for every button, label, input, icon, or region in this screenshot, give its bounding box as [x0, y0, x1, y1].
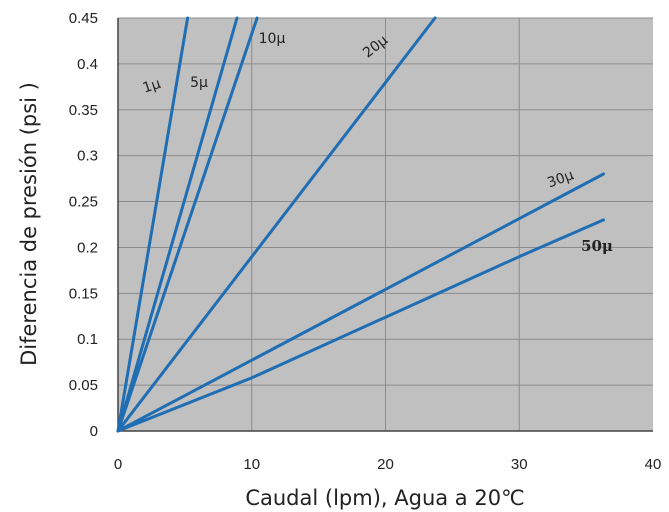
grid — [117, 17, 653, 432]
series-label-5u: 5μ — [190, 75, 208, 91]
series-line-2 — [116, 16, 259, 433]
y-tick-label: 0 — [90, 423, 98, 440]
series-line-4 — [116, 172, 605, 433]
x-tick-label: 0 — [114, 456, 122, 473]
y-tick-label: 0.4 — [77, 56, 98, 73]
y-tick-label: 0.1 — [77, 331, 98, 348]
series-lines — [116, 16, 605, 433]
series-line-3 — [116, 16, 437, 433]
x-tick-label: 20 — [377, 456, 394, 473]
y-tick-label: 0.15 — [69, 285, 98, 302]
x-axis-label: Caudal (lpm), Agua a 20℃ — [245, 486, 524, 510]
series-line-5 — [116, 218, 605, 433]
y-tick-label: 0.35 — [69, 102, 98, 119]
series-label-50u: 50μ — [581, 237, 613, 255]
series-label-1u: 1μ — [141, 76, 163, 97]
x-tick-labels: 0 10 20 30 40 — [114, 456, 662, 473]
y-axis-label: Diferencia de presión (psi ) — [17, 82, 41, 366]
series-line-1 — [116, 16, 239, 433]
y-tick-labels: 0 0.05 0.1 0.15 0.2 0.25 0.3 0.35 0.4 0.45 — [69, 10, 98, 440]
y-tick-label: 0.45 — [69, 10, 98, 27]
y-tick-label: 0.2 — [77, 239, 98, 256]
x-tick-label: 10 — [243, 456, 260, 473]
series-line-0 — [116, 16, 190, 433]
series-label-10u: 10μ — [259, 31, 286, 47]
y-tick-label: 0.05 — [69, 377, 98, 394]
y-tick-label: 0.3 — [77, 148, 98, 165]
x-tick-label: 40 — [645, 456, 662, 473]
y-tick-label: 0.25 — [69, 194, 98, 211]
x-tick-label: 30 — [511, 456, 528, 473]
